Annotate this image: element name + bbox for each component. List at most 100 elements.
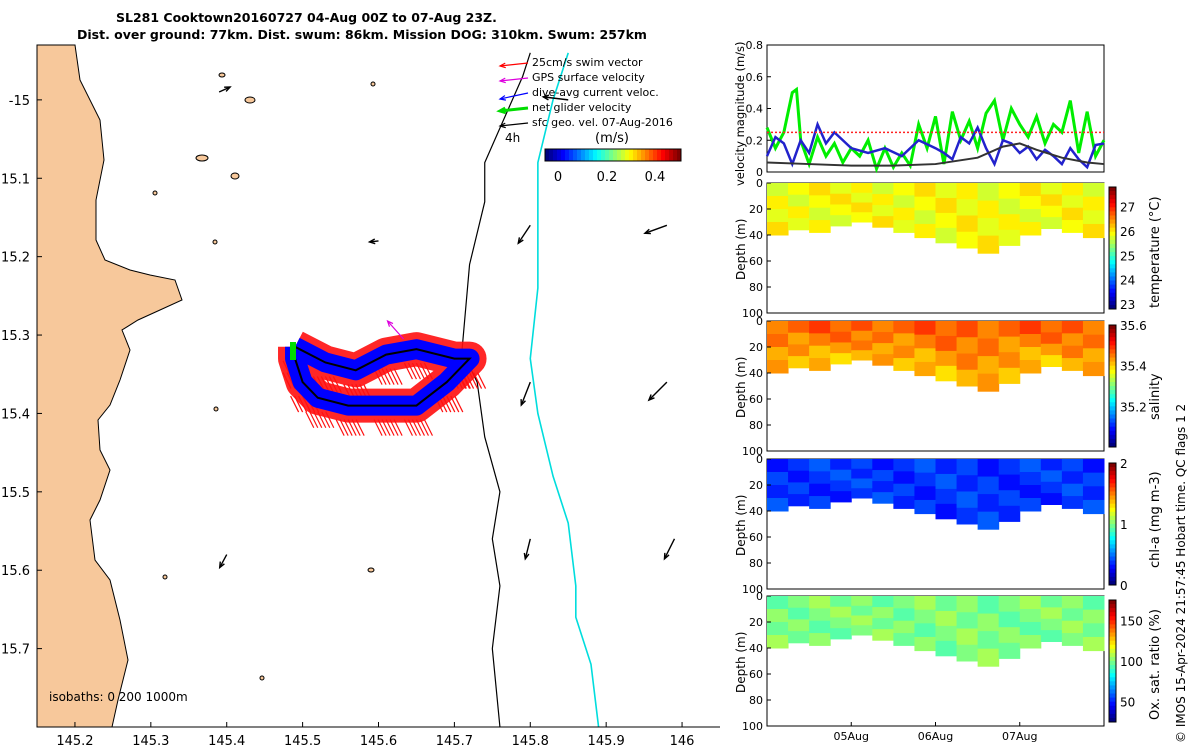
profile-cell	[1040, 332, 1063, 345]
swim-vector	[320, 376, 330, 393]
swim-vector	[415, 362, 425, 380]
profile-cell	[956, 369, 979, 387]
profile-cell	[767, 459, 789, 473]
profile-cell	[998, 505, 1021, 522]
profile-cell	[956, 475, 979, 492]
map-y-tick-label: -15	[9, 94, 30, 109]
speed-colorbar-cell	[625, 149, 630, 161]
colorbar-cell	[1109, 386, 1116, 391]
swim-vector	[411, 362, 421, 380]
profile-cell	[914, 459, 936, 474]
profile-cell	[788, 356, 810, 369]
profile-cell	[851, 192, 873, 203]
velocity-y-tick-label: 0.2	[746, 134, 764, 147]
swim-vector	[389, 368, 399, 385]
profile-cell	[1082, 499, 1105, 515]
profile-cell	[914, 210, 936, 225]
depth-tick-label: 40	[749, 229, 763, 242]
map-y-tick-label: 15.5	[1, 486, 30, 501]
map-x-tick-label: 145.3	[132, 734, 169, 749]
legend-arrow-0	[498, 62, 529, 69]
profile-cell	[914, 183, 936, 198]
profile-cell	[872, 492, 894, 504]
profile-cell	[788, 194, 810, 207]
swim-vector	[328, 376, 338, 393]
speed-colorbar-cell	[629, 149, 634, 161]
colorbar-cell	[1109, 511, 1116, 517]
sfc-geo-velocity-arrow	[647, 381, 668, 402]
colorbar-cell	[1109, 394, 1116, 399]
swim-vector	[385, 368, 395, 385]
colorbar-cell	[1109, 442, 1116, 448]
profile-cell	[1082, 609, 1105, 624]
profile-cell	[977, 338, 1000, 357]
profile-cell	[977, 235, 1000, 254]
profile-cell	[1019, 622, 1042, 636]
colorbar-cell	[1109, 689, 1116, 695]
swim-vector	[377, 368, 387, 385]
profile-cell	[809, 596, 831, 609]
colorbar-cell	[1109, 231, 1116, 237]
depth-tick-label: 100	[742, 720, 763, 733]
colorbar-unit: (m/s)	[595, 131, 629, 146]
profile-cell	[1082, 334, 1105, 349]
profile-cell	[767, 622, 789, 636]
profile-cell	[977, 373, 1000, 392]
colorbar-cell	[1109, 191, 1116, 196]
profile-cell	[893, 183, 915, 196]
profile-cell	[788, 332, 810, 345]
profile-cell	[956, 353, 979, 371]
profile-cell	[893, 596, 915, 609]
profile-cell	[830, 480, 852, 492]
profile-cell	[830, 596, 852, 608]
colorbar-tick-label: 25	[1120, 249, 1135, 263]
profile-cell	[1082, 321, 1105, 336]
profile-cell	[872, 354, 894, 366]
profile-cell	[914, 361, 936, 377]
profile-cell	[809, 345, 831, 359]
swim-vector	[325, 411, 335, 429]
profile-cell	[1061, 459, 1084, 472]
profile-cell	[914, 472, 936, 487]
temperature-ylabel: Depth (m)	[734, 218, 748, 280]
colorbar-cell	[1109, 685, 1116, 690]
profile-cell	[1061, 358, 1084, 371]
colorbar-cell	[1109, 548, 1116, 553]
profile-cell	[851, 468, 873, 479]
profile-cell	[830, 606, 852, 618]
swim-vector	[385, 419, 395, 436]
profile-cell	[851, 478, 873, 489]
depth-tick-label: 80	[749, 557, 763, 570]
profile-cell	[1019, 209, 1042, 223]
colorbar-cell	[1109, 697, 1116, 703]
map-x-tick-label: 145.9	[588, 734, 625, 749]
depth-tick-label: 20	[749, 479, 763, 492]
profile-cell	[767, 347, 789, 361]
colorbar-cell	[1109, 503, 1116, 509]
profile-cell	[1082, 486, 1105, 501]
colorbar-cell	[1109, 656, 1116, 662]
colorbar-cell	[1109, 373, 1116, 379]
gps-surface-velocity-arrow	[386, 319, 404, 340]
date-tick-label: 05Aug	[834, 730, 869, 743]
speed-colorbar-cell	[637, 149, 642, 161]
profile-cell	[998, 183, 1021, 200]
swim-vector	[411, 419, 421, 436]
figure-title-line1: SL281 Cooktown20160727 04-Aug 00Z to 07-…	[116, 10, 497, 25]
profile-cell	[809, 608, 831, 622]
profile-cell	[998, 459, 1021, 476]
salinity-ylabel: Depth (m)	[734, 356, 748, 418]
colorbar-cell	[1109, 467, 1116, 472]
swim-vector	[477, 372, 487, 389]
profile-cell	[830, 193, 852, 205]
sfc-geo-velocity-arrow	[367, 238, 379, 245]
profile-cell	[830, 204, 852, 216]
profile-cell	[767, 196, 789, 210]
profile-cell	[1040, 481, 1063, 494]
isobath-1000m	[529, 52, 600, 728]
legend-arrow-4	[498, 122, 529, 129]
island	[230, 172, 240, 180]
speed-colorbar-cell	[569, 149, 574, 161]
colorbar-cell	[1109, 483, 1116, 488]
land-mass	[36, 44, 183, 728]
